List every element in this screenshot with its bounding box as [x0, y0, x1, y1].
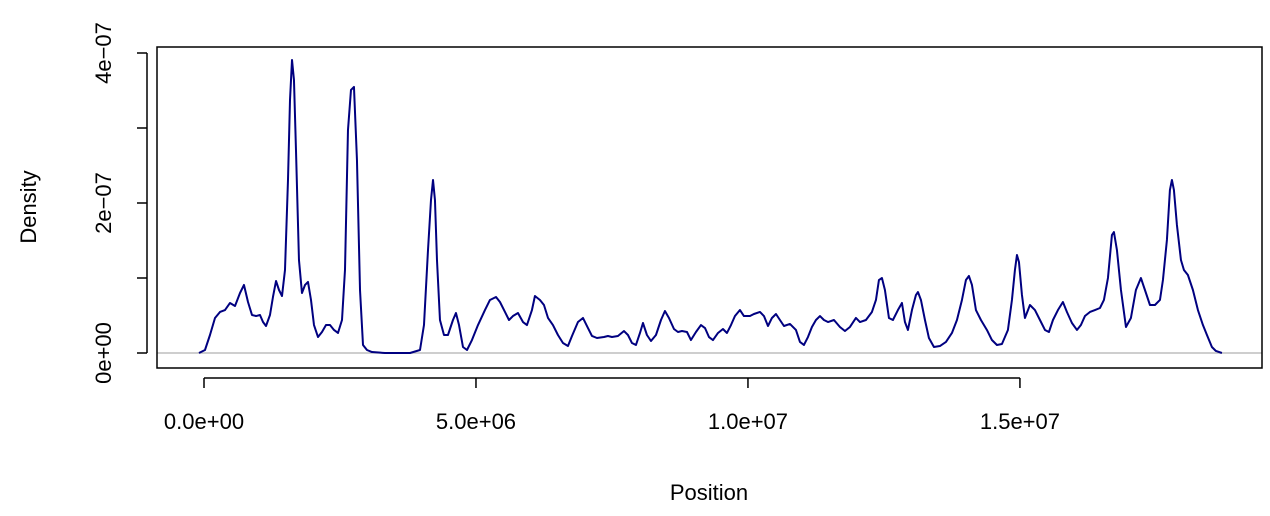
x-tick-label: 5.0e+06 [436, 409, 516, 434]
plot-frame [156, 46, 1263, 369]
y-axis-label: Density [16, 170, 41, 243]
x-axis-label: Position [670, 480, 748, 505]
x-tick-label: 1.0e+07 [708, 409, 788, 434]
y-tick-label: 2e−07 [91, 172, 116, 234]
y-tick-label: 0e+00 [91, 322, 116, 384]
density-line [198, 58, 1223, 354]
x-tick-label: 0.0e+00 [164, 409, 244, 434]
y-tick-label: 4e−07 [91, 22, 116, 84]
x-tick-label: 1.5e+07 [980, 409, 1060, 434]
